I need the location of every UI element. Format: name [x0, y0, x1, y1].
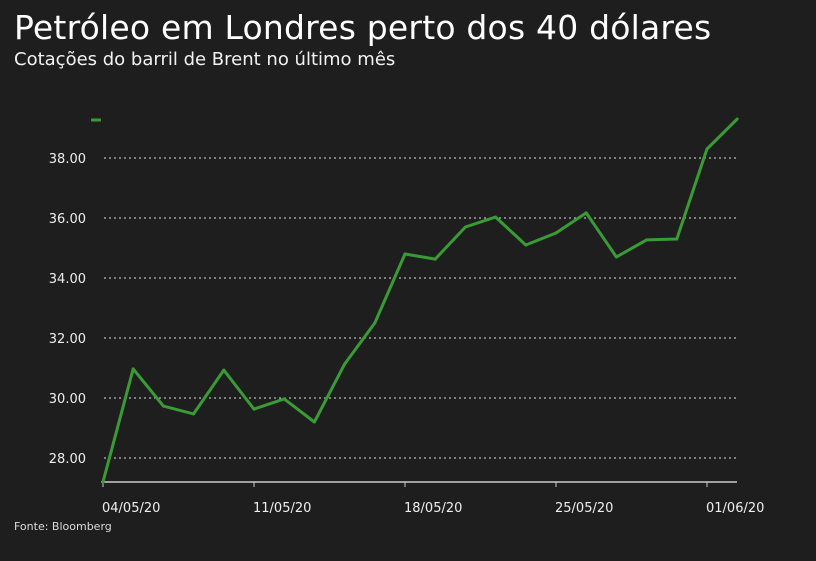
data-point — [101, 480, 105, 484]
data-point — [584, 211, 588, 215]
data-point — [252, 407, 256, 411]
y-tick-label: 32.00 — [49, 332, 86, 347]
data-point — [433, 257, 437, 261]
data-point — [463, 225, 467, 229]
x-tick-label: 18/05/20 — [404, 501, 462, 516]
x-tick-label: 01/06/20 — [706, 501, 764, 516]
data-point — [373, 321, 377, 325]
source-note: Fonte: Bloomberg — [14, 520, 112, 533]
data-point — [675, 237, 679, 241]
data-point — [614, 255, 618, 259]
chart-subtitle: Cotações do barril de Brent no último mê… — [14, 49, 396, 70]
x-tick-label: 25/05/20 — [555, 501, 613, 516]
y-tick-label: 36.00 — [49, 212, 86, 227]
data-point — [494, 215, 498, 219]
y-tick-label: 38.00 — [49, 152, 86, 167]
data-point — [403, 252, 407, 256]
x-tick-label: 11/05/20 — [253, 501, 311, 516]
data-point — [282, 397, 286, 401]
y-tick-label: 28.00 — [49, 452, 86, 467]
data-point — [554, 231, 558, 235]
series-line-brent — [101, 117, 739, 483]
data-point — [645, 238, 649, 242]
data-point — [312, 420, 316, 424]
data-point — [161, 404, 165, 408]
y-tick-label: 34.00 — [49, 272, 86, 287]
y-tick-label: 30.00 — [49, 392, 86, 407]
data-point — [705, 147, 709, 151]
data-point — [192, 412, 196, 416]
data-point — [222, 368, 226, 372]
data-point — [524, 243, 528, 247]
data-point — [343, 362, 347, 366]
x-tick-label: 04/05/20 — [102, 501, 160, 516]
chart-title: Petróleo em Londres perto dos 40 dólares — [14, 8, 712, 47]
data-point — [735, 117, 739, 121]
data-point — [131, 367, 135, 371]
